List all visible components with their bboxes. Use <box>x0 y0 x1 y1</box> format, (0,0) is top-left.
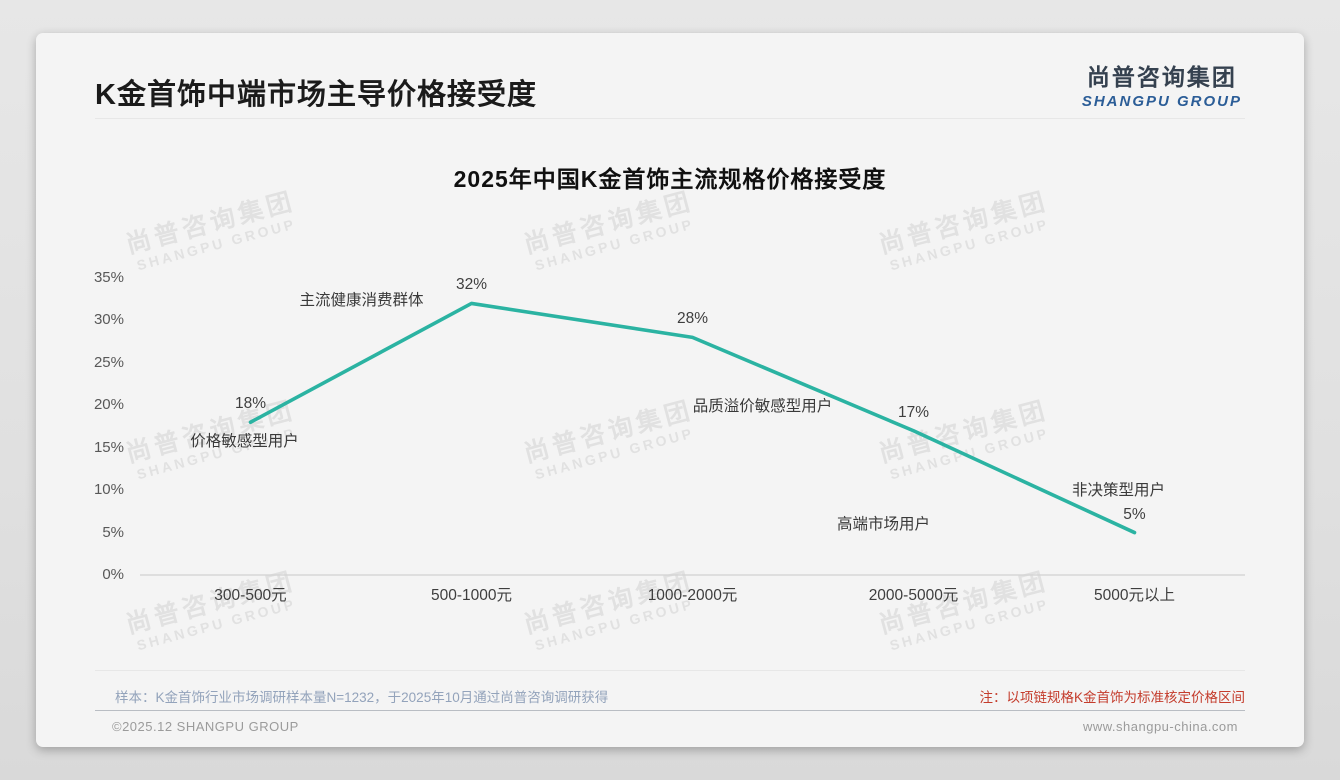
title-divider <box>95 118 1245 119</box>
website-url: www.shangpu-china.com <box>1082 719 1238 734</box>
trend-line <box>248 301 1137 535</box>
footer-divider <box>95 710 1245 711</box>
company-logo: 尚普咨询集团 SHANGPU GROUP <box>1082 58 1242 110</box>
logo-text-cn: 尚普咨询集团 <box>1086 64 1237 90</box>
logo-text-en: SHANGPU GROUP <box>1081 93 1242 110</box>
sample-note: 样本：K金首饰行业市场调研样本量N=1232，于2025年10月通过尚普咨询调研… <box>115 690 609 705</box>
footnote-top-divider <box>95 670 1245 671</box>
price-basis-note: 注：以项链规格K金首饰为标准核定价格区间 <box>979 690 1245 705</box>
copyright-text: ©2025.12 SHANGPU GROUP <box>112 719 299 734</box>
line-chart <box>140 301 1245 576</box>
report-card: 尚普咨询集团 SHANGPU GROUP 尚普咨询集团 SHANGPU GROUP 尚普… <box>36 33 1304 747</box>
chart-title: 2025年中国K金首饰主流规格价格接受度 <box>453 166 887 192</box>
page-title: K金首饰中端市场主导价格接受度 <box>95 79 537 111</box>
